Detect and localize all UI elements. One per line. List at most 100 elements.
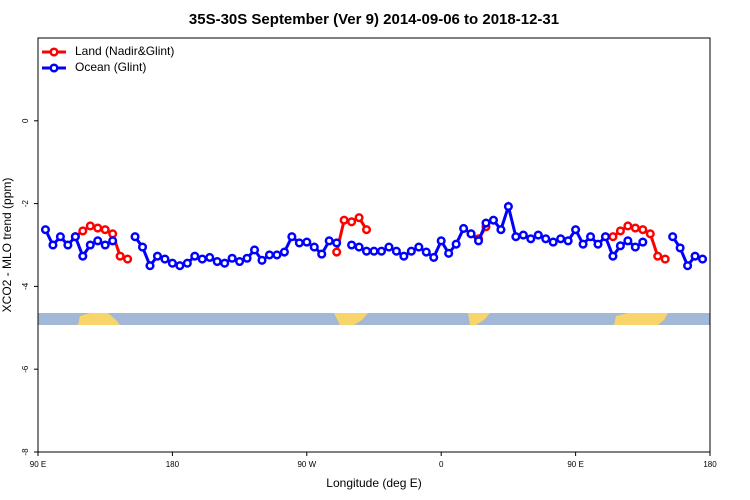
point xyxy=(384,242,394,252)
point xyxy=(660,254,670,264)
point xyxy=(630,242,640,252)
point xyxy=(235,257,245,267)
point xyxy=(264,250,275,260)
point xyxy=(488,215,499,225)
point xyxy=(608,251,618,261)
legend-marker xyxy=(49,63,59,73)
x-tick-label: 180 xyxy=(166,460,180,469)
point xyxy=(85,240,95,250)
point xyxy=(212,257,222,267)
point xyxy=(615,241,625,251)
point xyxy=(93,236,103,246)
point xyxy=(100,225,110,235)
point xyxy=(444,248,454,258)
x-tick-label: 0 xyxy=(439,460,444,469)
point xyxy=(481,218,491,228)
point xyxy=(638,237,648,247)
point xyxy=(585,232,596,242)
point xyxy=(332,238,342,248)
point xyxy=(541,234,551,244)
point xyxy=(137,242,148,252)
point xyxy=(93,223,103,233)
land-shape xyxy=(334,313,368,325)
point xyxy=(503,201,513,212)
point xyxy=(526,234,536,244)
point xyxy=(332,247,342,257)
point xyxy=(100,240,110,250)
point xyxy=(451,239,461,249)
point xyxy=(279,247,289,257)
point xyxy=(466,229,476,239)
point xyxy=(108,236,118,246)
x-tick-label: 180 xyxy=(703,460,717,469)
point xyxy=(623,236,633,246)
point xyxy=(190,251,200,261)
land-shape xyxy=(468,313,490,325)
point xyxy=(406,246,416,256)
mask-band xyxy=(38,313,710,325)
point xyxy=(160,254,170,264)
point xyxy=(242,253,252,263)
point xyxy=(302,237,312,247)
point xyxy=(361,225,372,235)
point xyxy=(369,246,379,256)
legend-label: Ocean (Glint) xyxy=(75,60,146,74)
point xyxy=(697,254,708,264)
point xyxy=(429,252,439,262)
point xyxy=(563,236,573,246)
land-shape xyxy=(78,313,120,325)
point xyxy=(339,215,349,225)
point xyxy=(197,254,207,264)
x-tick-label: 90 W xyxy=(297,460,316,469)
plot-frame xyxy=(37,37,711,453)
point xyxy=(593,239,603,249)
point xyxy=(533,230,543,240)
point xyxy=(317,249,327,259)
point xyxy=(108,229,118,239)
point xyxy=(571,225,581,235)
x-tick-label: 90 E xyxy=(567,460,583,469)
point xyxy=(354,242,364,252)
point xyxy=(175,261,185,271)
point xyxy=(78,226,88,236)
y-axis-label: XCO2 - MLO trend (ppm) xyxy=(0,178,14,313)
y-tick-label: -8 xyxy=(21,448,30,456)
point xyxy=(309,242,319,252)
point xyxy=(272,250,282,260)
point xyxy=(668,232,678,242)
point xyxy=(354,213,364,223)
point xyxy=(55,232,65,242)
point xyxy=(152,251,163,261)
point xyxy=(473,236,484,246)
x-tick-label: 90 E xyxy=(30,460,46,469)
chart-title: 35S-30S September (Ver 9) 2014-09-06 to … xyxy=(189,11,559,28)
point xyxy=(421,247,431,257)
point xyxy=(347,217,357,227)
point xyxy=(399,251,409,261)
point xyxy=(414,242,424,252)
y-tick-label: -6 xyxy=(21,365,30,373)
point xyxy=(578,239,588,249)
point xyxy=(548,237,558,247)
point xyxy=(623,221,633,231)
point xyxy=(630,223,640,233)
point xyxy=(257,255,267,265)
point xyxy=(85,221,95,231)
point xyxy=(376,246,387,256)
land-mask xyxy=(38,313,710,325)
point xyxy=(287,232,297,242)
y-tick-label: 0 xyxy=(21,118,30,123)
point xyxy=(115,251,125,261)
point xyxy=(459,223,469,233)
point xyxy=(227,253,237,263)
point xyxy=(167,258,177,268)
point xyxy=(48,240,58,250)
y-tick-label: -4 xyxy=(21,282,30,290)
point xyxy=(556,234,566,244)
y-tick-label: -2 xyxy=(21,199,30,207)
point xyxy=(391,246,401,256)
point xyxy=(653,251,663,261)
point xyxy=(347,240,357,250)
point xyxy=(608,232,618,242)
